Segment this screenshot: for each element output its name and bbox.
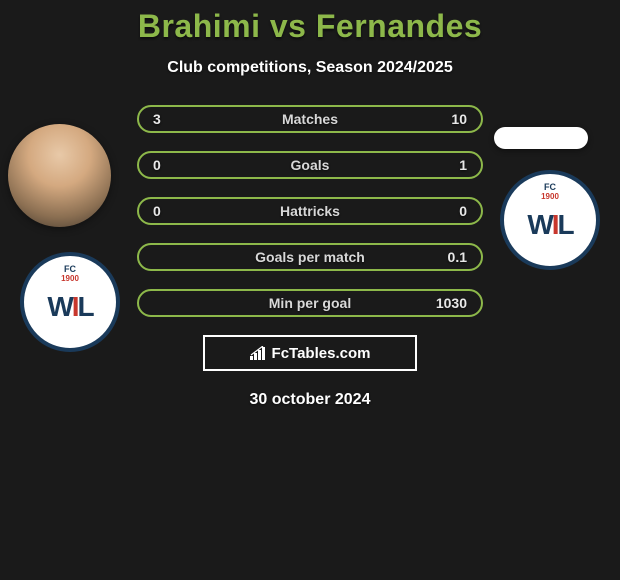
- stat-right-value: 0: [459, 203, 467, 219]
- club-year-text: 1900: [61, 274, 79, 283]
- club-name-text: WIL: [527, 209, 572, 241]
- page-title: Brahimi vs Fernandes: [0, 8, 620, 45]
- stat-right-value: 1030: [436, 295, 467, 311]
- club-name-text: WIL: [47, 291, 92, 323]
- club-badge: FC 1900 WIL: [500, 170, 600, 270]
- stat-row: 0 Goals 1: [137, 151, 483, 179]
- watermark: FcTables.com: [203, 335, 417, 371]
- player-left-avatar: [8, 124, 111, 227]
- stat-label: Goals: [291, 157, 330, 173]
- club-fc-text: FC: [544, 182, 556, 192]
- stat-label: Goals per match: [255, 249, 365, 265]
- club-fc-text: FC: [64, 264, 76, 274]
- stat-left-value: 3: [153, 111, 161, 127]
- stat-row: 0 Hattricks 0: [137, 197, 483, 225]
- club-right-badge: FC 1900 WIL: [500, 170, 600, 270]
- stat-right-value: 10: [451, 111, 467, 127]
- watermark-text: FcTables.com: [272, 345, 371, 362]
- subtitle: Club competitions, Season 2024/2025: [0, 59, 620, 77]
- stat-right-value: 1: [459, 157, 467, 173]
- player-right-avatar: [494, 127, 588, 149]
- club-badge: FC 1900 WIL: [20, 252, 120, 352]
- stat-row: Min per goal 1030: [137, 289, 483, 317]
- stat-label: Matches: [282, 111, 338, 127]
- club-year-text: 1900: [541, 192, 559, 201]
- chart-icon: [250, 346, 268, 360]
- stat-label: Min per goal: [269, 295, 351, 311]
- stat-left-value: 0: [153, 203, 161, 219]
- stat-left-value: 0: [153, 157, 161, 173]
- stat-row: 3 Matches 10: [137, 105, 483, 133]
- stat-row: Goals per match 0.1: [137, 243, 483, 271]
- stat-label: Hattricks: [280, 203, 340, 219]
- stat-right-value: 0.1: [448, 249, 467, 265]
- date-text: 30 october 2024: [0, 391, 620, 409]
- comparison-card: Brahimi vs Fernandes Club competitions, …: [0, 0, 620, 445]
- club-left-badge: FC 1900 WIL: [20, 252, 120, 352]
- stats-container: 3 Matches 10 0 Goals 1 0 Hattricks 0 Goa…: [137, 105, 483, 317]
